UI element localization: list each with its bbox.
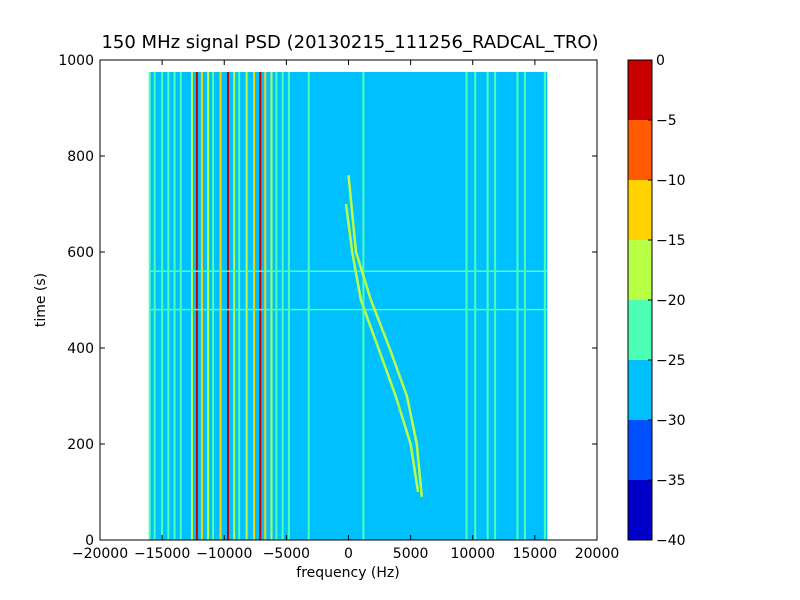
colorbar-segment	[628, 420, 652, 480]
x-tick-label: 5000	[393, 546, 429, 562]
x-axis-label: frequency (Hz)	[296, 565, 399, 581]
colorbar-tick-label: 0	[656, 53, 665, 69]
colorbar-tick-label: −40	[656, 533, 686, 549]
drift-track	[347, 175, 424, 497]
chart-title: 150 MHz signal PSD (20130215_111256_RADC…	[101, 32, 598, 53]
colorbar-tick-label: −5	[656, 113, 677, 129]
y-tick-label: 1000	[58, 53, 94, 69]
colorbar-segment	[628, 360, 652, 420]
colorbar-segment	[628, 480, 652, 540]
x-tick-label: −10000	[196, 546, 252, 562]
y-axis-label: time (s)	[33, 273, 49, 327]
x-tick-label: 10000	[450, 546, 495, 562]
x-tick-label: 15000	[513, 546, 558, 562]
colorbar-segment	[628, 180, 652, 240]
colorbar-segment	[628, 240, 652, 300]
x-tick-label: −5000	[263, 546, 310, 562]
colorbar-tick-label: −25	[656, 353, 686, 369]
colorbar-tick-label: −10	[656, 173, 686, 189]
colorbar-segment	[628, 120, 652, 180]
colorbar-segment	[628, 300, 652, 360]
y-tick-label: 600	[67, 245, 94, 261]
colorbar-tick-label: −20	[656, 293, 686, 309]
spectrogram-background	[149, 72, 548, 540]
x-tick-label: 0	[344, 546, 353, 562]
x-tick-label: 20000	[575, 546, 620, 562]
plot-area	[148, 72, 548, 540]
y-tick-label: 200	[67, 437, 94, 453]
y-tick-label: 0	[85, 533, 94, 549]
colorbar-tick-label: −30	[656, 413, 686, 429]
colorbar-segment	[628, 60, 652, 120]
colorbar-tick-label: −15	[656, 233, 686, 249]
y-tick-label: 400	[67, 341, 94, 357]
colorbar: 0 −5 −10 −15 −20 −25 −30 −35 −40	[627, 53, 686, 549]
drift-track	[344, 203, 420, 493]
x-tick-label: −15000	[134, 546, 190, 562]
x-tick-label: −20000	[72, 546, 128, 562]
colorbar-tick-label: −35	[656, 473, 686, 489]
y-tick-label: 800	[67, 149, 94, 165]
axes: −20000 −15000 −10000 −5000 0 5000 10000 15000 20…	[58, 53, 619, 562]
